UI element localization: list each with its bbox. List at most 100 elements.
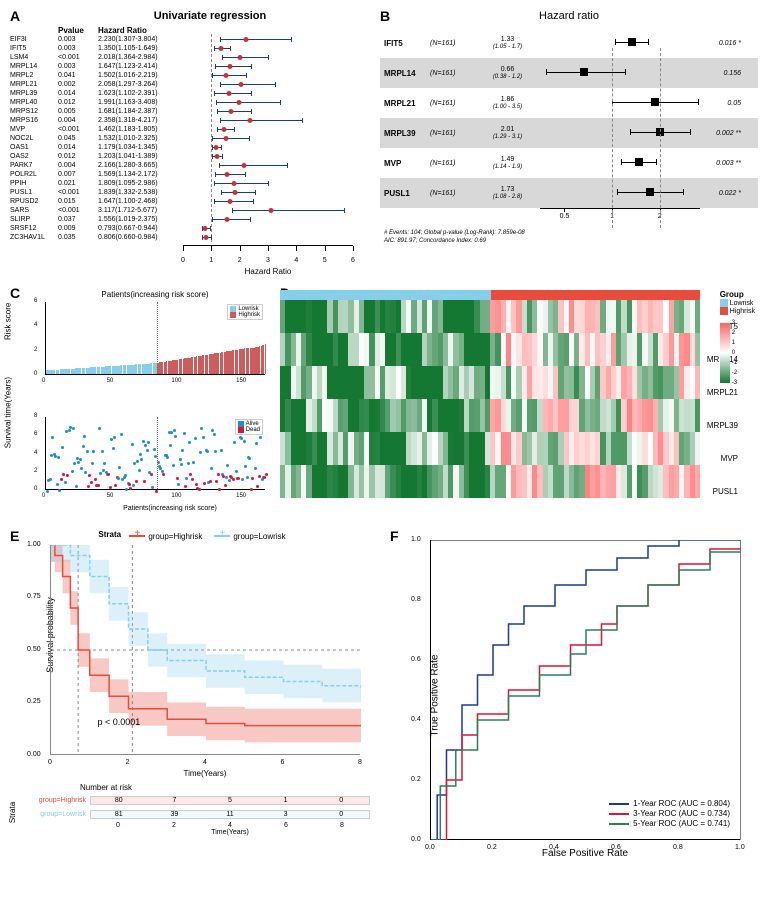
panel-a-title: Univariate regression bbox=[50, 10, 370, 22]
gene-name: RPUSD2 bbox=[10, 197, 58, 206]
gene-pval: 0.004 bbox=[58, 116, 98, 125]
hr-ci: 1.49(1.14 - 1.9) bbox=[475, 156, 540, 170]
risk-row: group=Lowrisk81391130 bbox=[10, 808, 380, 822]
panel-d-heatmap: IFIT5MRPL14MRPL21MRPL39MVPPUSL1 Group Lo… bbox=[280, 290, 758, 520]
gene-hr: 3.117(1.712-5.677) bbox=[98, 206, 183, 215]
hr-pval: 0.05 bbox=[700, 100, 745, 107]
hr-plot bbox=[540, 28, 700, 58]
heatmap-row bbox=[280, 300, 700, 333]
hr-pval: 0.022 * bbox=[700, 190, 745, 197]
gene-name: MRPL39 bbox=[10, 89, 58, 98]
gene-pval: 0.009 bbox=[58, 224, 98, 233]
heatmap-row bbox=[280, 333, 700, 366]
gene-hr: 1.647(1.100-2.468) bbox=[98, 197, 183, 206]
km-pval: p < 0.0001 bbox=[98, 717, 141, 727]
hr-row: MRPL14 (N=161) 0.66(0.38 - 1.2) 0.156 bbox=[380, 58, 758, 88]
gene-pval: 0.014 bbox=[58, 143, 98, 152]
km-plot: p < 0.0001024680.000.250.500.751.00 bbox=[50, 545, 360, 755]
gene-hr: 1.502(1.016-2.219) bbox=[98, 71, 183, 80]
gene-pval: 0.041 bbox=[58, 71, 98, 80]
gene-pval: 0.002 bbox=[58, 80, 98, 89]
hr-row: MRPL39 (N=161) 2.01(1.29 - 3.1) 0.002 ** bbox=[380, 118, 758, 148]
gene-pval: 0.035 bbox=[58, 233, 98, 242]
forest-xlabel: Hazard Ratio bbox=[183, 267, 353, 276]
hr-plot bbox=[540, 148, 700, 178]
gene-name: SARS bbox=[10, 206, 58, 215]
gene-pval: 0.005 bbox=[58, 107, 98, 116]
gene-hr: 2.058(1.297-3.264) bbox=[98, 80, 183, 89]
gene-pval: 0.003 bbox=[58, 44, 98, 53]
gene-name: SLIRP bbox=[10, 215, 58, 224]
group-legend-item: Highrisk bbox=[720, 307, 755, 315]
gene-name: LSM4 bbox=[10, 53, 58, 62]
risk-table: Number at risk Stratagroup=Highrisk80751… bbox=[10, 783, 380, 836]
gene-name: MRPS12 bbox=[10, 107, 58, 116]
gene-pval: 0.037 bbox=[58, 215, 98, 224]
gene-pval: 0.012 bbox=[58, 152, 98, 161]
hr-ci: 0.66(0.38 - 1.2) bbox=[475, 66, 540, 80]
hr-gene: MRPL39 bbox=[380, 129, 430, 138]
sub2-xlabel: Patients(increasing risk score) bbox=[40, 505, 300, 512]
sub1-ylabel: Risk score bbox=[4, 302, 13, 339]
gene-hr: 1.809(1.095-2.986) bbox=[98, 179, 183, 188]
gene-name: PARK7 bbox=[10, 161, 58, 170]
gene-pval: 0.014 bbox=[58, 89, 98, 98]
gene-name: MRPL2 bbox=[10, 71, 58, 80]
roc-xlabel: False Positive Rate bbox=[430, 848, 740, 859]
panel-e-km: Strata group=Highriskgroup=Lowrisk Survi… bbox=[10, 530, 380, 890]
risk-title: Number at risk bbox=[80, 783, 380, 792]
roc-plot: 1-Year ROC (AUC = 0.804)3-Year ROC (AUC … bbox=[430, 540, 740, 840]
gene-pval: 0.004 bbox=[58, 161, 98, 170]
hr-ci: 1.73(1.08 - 2.8) bbox=[475, 186, 540, 200]
risk-strata-ylabel: Strata bbox=[8, 801, 17, 822]
pval-header: Pvalue bbox=[58, 26, 98, 35]
gene-hr: 1.569(1.134-2.172) bbox=[98, 170, 183, 179]
hr-plot bbox=[540, 58, 700, 88]
panel-c-risk: Patients(increasing risk score) Risk sco… bbox=[10, 290, 270, 520]
gene-hr: 1.991(1.163-3.408) bbox=[98, 98, 183, 107]
gene-name: SRSF12 bbox=[10, 224, 58, 233]
heatmap-legend: Group LowriskHighrisk 3210-1-2-3 bbox=[720, 290, 755, 383]
gene-name: EIF3I bbox=[10, 35, 58, 44]
gene-hr: 2.018(1.364-2.984) bbox=[98, 53, 183, 62]
heatmap-row bbox=[280, 465, 700, 498]
gene-pval: 0.003 bbox=[58, 35, 98, 44]
gene-hr: 1.839(1.332-2.538) bbox=[98, 188, 183, 197]
heatmap-gene-label: MRPL21 bbox=[707, 388, 738, 397]
gene-name: MVP bbox=[10, 125, 58, 134]
gene-hr: 2.230(1.307-3.804) bbox=[98, 35, 183, 44]
gene-hr: 1.179(1.034-1.345) bbox=[98, 143, 183, 152]
risk-legend: LowriskHighrisk bbox=[227, 304, 263, 320]
group-legend-title: Group bbox=[720, 290, 755, 299]
hr-plot bbox=[540, 178, 700, 208]
hr-gene: MRPL14 bbox=[380, 69, 430, 78]
gene-hr: 0.793(0.667-0.944) bbox=[98, 224, 183, 233]
km-xlabel: Time(Years) bbox=[50, 769, 360, 778]
strata-legend: Strata group=Highriskgroup=Lowrisk bbox=[10, 530, 380, 541]
survival-scatter: Survival time(Years) AliveDead0246805010… bbox=[10, 405, 270, 510]
panel-a-table: EIF3IIFIT5LSM4MRPL14MRPL2MRPL21MRPL39MRP… bbox=[10, 26, 370, 256]
gene-hr: 1.532(1.010-2.325) bbox=[98, 134, 183, 143]
panel-b-axis: 0.512 bbox=[540, 208, 700, 228]
gene-pval: <0.001 bbox=[58, 188, 98, 197]
hr-n: (N=161) bbox=[430, 70, 475, 77]
heatmap-row bbox=[280, 366, 700, 399]
gene-hr: 1.647(1.123-2.414) bbox=[98, 62, 183, 71]
gene-name: MRPL40 bbox=[10, 98, 58, 107]
hr-ci: 2.01(1.29 - 3.1) bbox=[475, 126, 540, 140]
gene-pval: <0.001 bbox=[58, 125, 98, 134]
gene-pval: 0.015 bbox=[58, 197, 98, 206]
hr-n: (N=161) bbox=[430, 190, 475, 197]
roc-legend: 1-Year ROC (AUC = 0.804)3-Year ROC (AUC … bbox=[609, 798, 730, 829]
gene-hr: 2.166(1.280-3.665) bbox=[98, 161, 183, 170]
gene-pval: 0.012 bbox=[58, 98, 98, 107]
gene-name: OAS2 bbox=[10, 152, 58, 161]
gene-name: NOC2L bbox=[10, 134, 58, 143]
risk-score-plot: Patients(increasing risk score) Risk sco… bbox=[10, 290, 270, 395]
hr-pval: 0.002 ** bbox=[700, 130, 745, 137]
gene-name: IFIT5 bbox=[10, 44, 58, 53]
hr-gene: PUSL1 bbox=[380, 189, 430, 198]
gene-pval: <0.001 bbox=[58, 53, 98, 62]
gene-pval: 0.007 bbox=[58, 170, 98, 179]
gene-hr: 1.203(1.041-1.389) bbox=[98, 152, 183, 161]
